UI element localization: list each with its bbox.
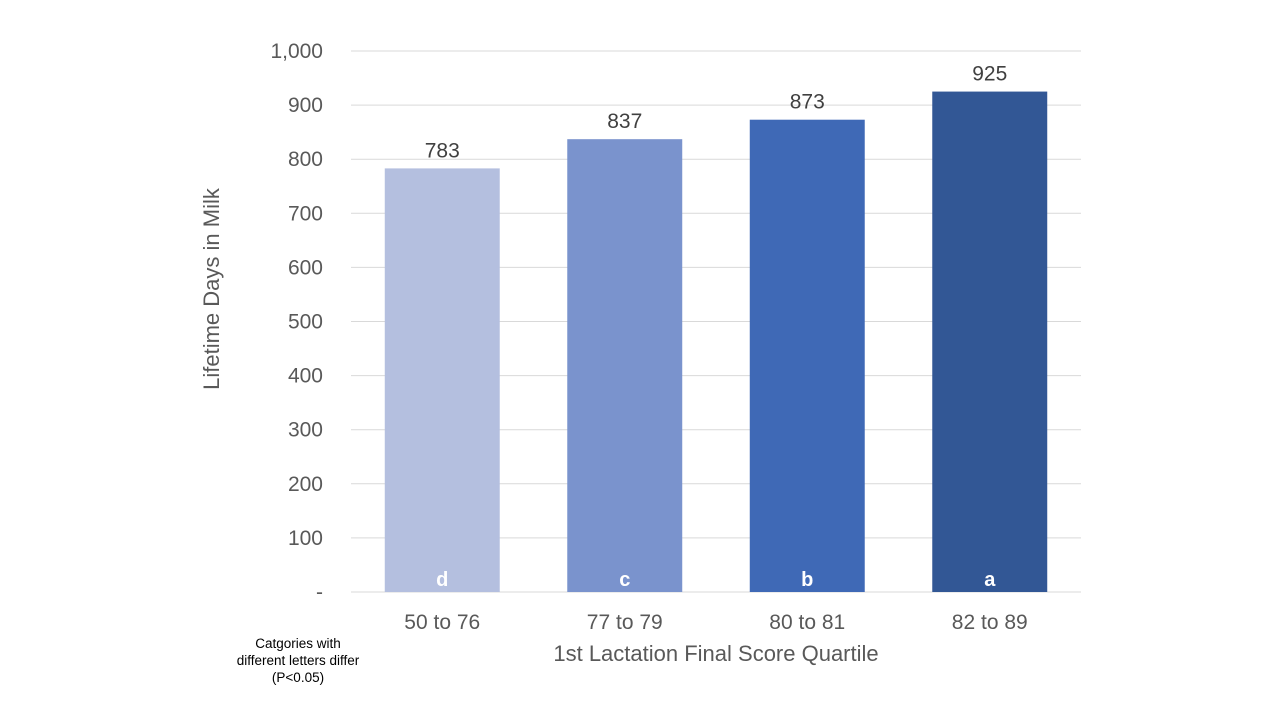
bar	[567, 139, 683, 593]
y-tick-label: 700	[288, 202, 323, 225]
y-tick-label: 800	[288, 148, 323, 171]
bar	[384, 168, 500, 592]
x-axis-title: 1st Lactation Final Score Quartile	[553, 641, 878, 666]
bar	[932, 91, 1048, 592]
bar	[749, 119, 865, 592]
x-axis-ticks: 50 to 76 77 to 79 80 to 81 82 to 89	[404, 611, 1027, 634]
x-tick-label: 80 to 81	[769, 611, 845, 634]
data-label: 873	[790, 91, 825, 114]
significance-letter: d	[436, 569, 448, 591]
x-tick-label: 77 to 79	[587, 611, 663, 634]
y-tick-label: 200	[288, 473, 323, 496]
y-tick-label: 400	[288, 365, 323, 388]
significance-letter: a	[984, 569, 996, 591]
data-label: 925	[972, 63, 1007, 86]
y-tick-label: 900	[288, 94, 323, 117]
significance-letter: b	[801, 569, 813, 591]
y-tick-label: 600	[288, 256, 323, 279]
significance-letter: c	[619, 569, 630, 591]
x-tick-label: 82 to 89	[952, 611, 1028, 634]
y-tick-label: 500	[288, 311, 323, 334]
y-axis-title: Lifetime Days in Milk	[199, 187, 224, 390]
y-tick-label: -	[316, 581, 323, 604]
y-tick-label: 100	[288, 527, 323, 550]
x-tick-label: 50 to 76	[404, 611, 480, 634]
y-tick-label: 1,000	[270, 40, 323, 63]
data-label: 783	[425, 139, 460, 162]
bars	[384, 91, 1048, 593]
significance-note: Catgories with different letters differ …	[236, 636, 360, 685]
data-label: 837	[607, 110, 642, 133]
y-axis-ticks: - 100 200 300 400 500 600 700 800 900 1,000	[270, 40, 323, 604]
data-labels: 783 837 873 925	[425, 63, 1008, 163]
y-tick-label: 300	[288, 419, 323, 442]
